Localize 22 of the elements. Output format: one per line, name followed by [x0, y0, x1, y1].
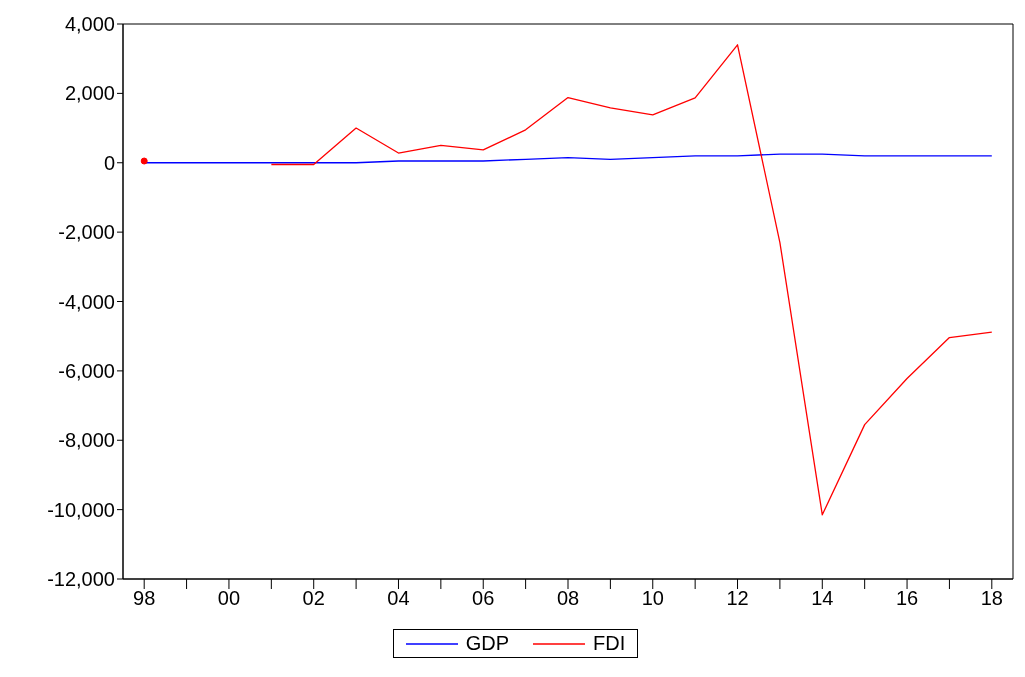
- y-tick-label: 0: [103, 151, 115, 174]
- y-tick-label: -2,000: [58, 221, 115, 244]
- y-tick-label: -12,000: [47, 568, 115, 591]
- x-tick-label: 18: [980, 587, 1003, 610]
- x-tick-label: 00: [217, 587, 241, 610]
- x-tick-label: 08: [556, 587, 580, 610]
- x-tick-label: 14: [811, 587, 834, 610]
- y-tick-label: 4,000: [64, 13, 115, 36]
- legend-label: FDI: [593, 632, 626, 655]
- x-tick-label: 02: [302, 587, 325, 610]
- x-tick-label: 12: [726, 587, 749, 610]
- x-tick-label: 04: [387, 587, 410, 610]
- x-tick-label: 16: [895, 587, 919, 610]
- x-tick-label: 06: [472, 587, 495, 610]
- y-tick-label: -4,000: [58, 290, 115, 313]
- y-tick-label: -6,000: [58, 359, 115, 382]
- x-tick-label: 10: [641, 587, 664, 610]
- legend-label: GDP: [465, 632, 510, 655]
- y-tick-label: 2,000: [64, 82, 115, 105]
- x-tick-label: 98: [133, 587, 156, 610]
- y-tick-label: -8,000: [58, 429, 115, 452]
- y-tick-label: -10,000: [47, 498, 115, 521]
